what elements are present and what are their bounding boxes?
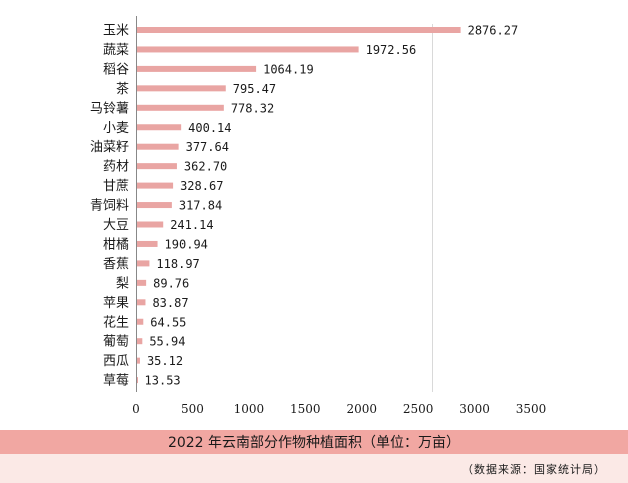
bar (137, 202, 172, 209)
bar (137, 338, 143, 345)
category-label: 药材 (103, 160, 129, 175)
bar (137, 279, 147, 286)
category-label: 草莓 (103, 374, 129, 389)
data-label: 795.47 (233, 82, 276, 96)
bar (137, 27, 461, 33)
category-label: 苹果 (103, 296, 129, 311)
category-label: 大豆 (103, 218, 129, 233)
source-band: （数据来源：国家统计局） (0, 454, 628, 483)
bar (137, 318, 144, 325)
category-label: 青饲料 (90, 199, 129, 214)
data-label: 400.14 (188, 121, 231, 135)
x-tick-label: 3000 (459, 402, 490, 416)
category-label: 玉米 (103, 24, 129, 39)
x-tick-label: 0 (132, 402, 140, 416)
x-tick-label: 1000 (234, 402, 265, 416)
category-label: 香蕉 (103, 257, 129, 272)
bar (137, 221, 164, 228)
bar-chart: 玉米蔬菜稻谷茶马铃薯小麦油菜籽药材甘蔗青饲料大豆柑橘香蕉梨苹果花生葡萄西瓜草莓 … (90, 16, 546, 416)
bar (137, 182, 174, 189)
data-label: 35.12 (147, 354, 183, 368)
category-label: 小麦 (103, 121, 129, 136)
category-label: 油菜籽 (90, 140, 129, 155)
bar (137, 299, 146, 306)
data-label: 55.94 (149, 335, 185, 349)
category-label: 茶 (116, 81, 129, 97)
category-label: 柑橘 (103, 236, 129, 252)
data-label: 241.14 (170, 218, 213, 232)
data-label: 83.87 (152, 296, 188, 310)
x-tick-label: 2500 (403, 402, 434, 416)
x-tick-labels: 0 500 1000 1500 2000 2500 3000 3500 (132, 402, 546, 416)
data-label: 377.64 (186, 140, 229, 154)
bar (137, 124, 182, 131)
bar (137, 65, 257, 72)
data-label: 64.55 (150, 315, 186, 329)
bar (137, 377, 138, 384)
bar (137, 85, 226, 92)
category-label: 梨 (116, 276, 129, 291)
category-label: 葡萄 (103, 335, 129, 350)
source-note: （数据来源：国家统计局） (462, 462, 606, 476)
category-label: 西瓜 (103, 354, 129, 369)
category-label: 花生 (103, 314, 129, 330)
category-label: 蔬菜 (103, 43, 129, 58)
data-label: 1064.19 (263, 62, 314, 76)
data-label: 118.97 (156, 257, 199, 271)
data-label: 13.53 (145, 374, 181, 388)
data-label: 2876.27 (468, 24, 519, 38)
bar (137, 143, 179, 150)
x-tick-label: 2000 (346, 402, 377, 416)
bar (137, 240, 158, 247)
x-tick-label: 3500 (516, 402, 547, 416)
data-label: 778.32 (231, 101, 274, 115)
plot-frame (136, 16, 433, 392)
bar (137, 357, 140, 364)
bar (137, 46, 359, 53)
category-label: 马铃薯 (90, 101, 129, 116)
x-tick-label: 500 (181, 402, 204, 416)
data-label: 317.84 (179, 199, 222, 213)
x-tick-label: 1500 (290, 402, 321, 416)
category-label: 稻谷 (103, 62, 129, 77)
chart-title: 2022 年云南部分作物种植面积（单位：万亩） (167, 435, 461, 451)
data-label: 89.76 (153, 276, 189, 290)
bars-group (137, 27, 461, 384)
data-label: 1972.56 (366, 43, 417, 57)
bar (137, 104, 224, 111)
data-label: 362.70 (184, 160, 227, 174)
data-label: 190.94 (165, 237, 208, 251)
data-label: 328.67 (180, 179, 223, 193)
bar (137, 163, 177, 170)
caption-band: 2022 年云南部分作物种植面积（单位：万亩） (0, 430, 628, 454)
bar (137, 260, 150, 267)
category-label: 甘蔗 (103, 179, 129, 194)
